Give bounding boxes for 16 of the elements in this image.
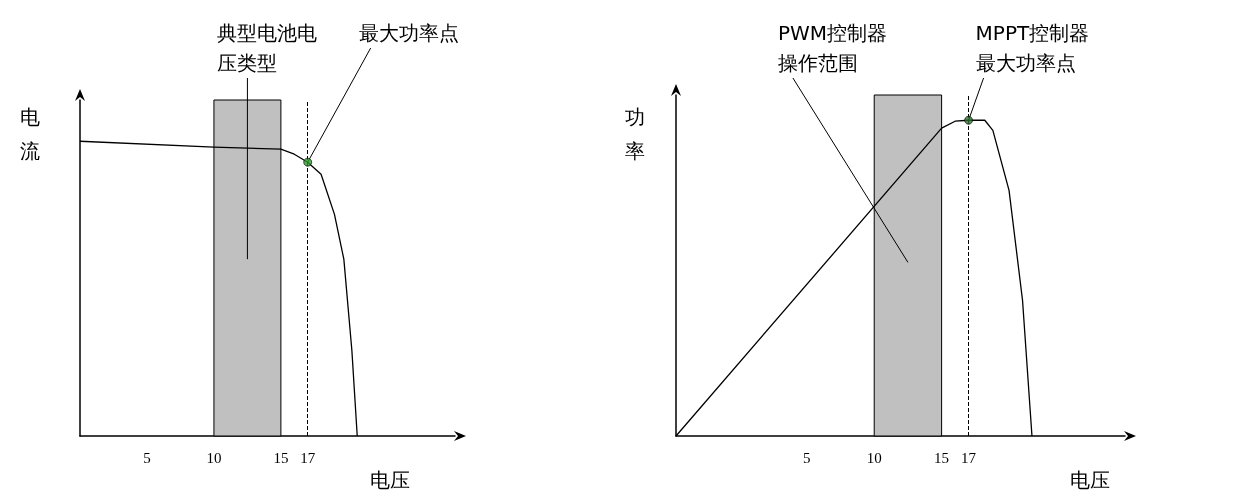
x-tick-label: 17 [961, 449, 977, 466]
annotation: 最大功率点 [358, 21, 459, 45]
x-axis-title: 电压 [370, 468, 410, 492]
x-tick-label: 10 [866, 449, 882, 466]
x-tick-label: 10 [206, 449, 222, 466]
x-tick-label: 17 [300, 449, 316, 466]
text: 典型电池电压类型 [217, 21, 318, 75]
annotation: MPPT控制器最大功率点 [975, 21, 1090, 75]
y-axis-title: 功率 [625, 105, 645, 163]
x-tick-label: 5 [143, 449, 151, 466]
text: PWM控制器操作范围 [777, 21, 888, 75]
x-axis-title: 电压 [1070, 468, 1110, 492]
x-tick-label: 5 [803, 449, 811, 466]
y-axis-title: 电流 [20, 105, 40, 163]
x-tick-label: 15 [273, 449, 289, 466]
x-tick-label: 15 [934, 449, 950, 466]
